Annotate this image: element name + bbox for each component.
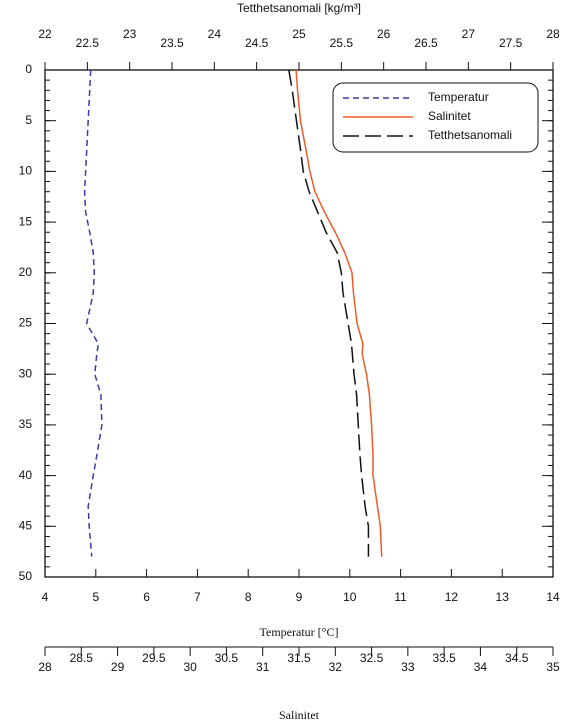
bottom-tick-label: 10 bbox=[343, 590, 357, 604]
bottom-tick-label: 13 bbox=[496, 590, 510, 604]
below-tick-label: 28.5 bbox=[70, 651, 94, 665]
top-tick-label: 28 bbox=[546, 27, 560, 41]
top-axis-title: Tetthetsanomali [kg/m³] bbox=[237, 1, 361, 15]
below-tick-label: 34 bbox=[474, 660, 488, 674]
bottom-axis-title: Temperatur [°C] bbox=[260, 625, 339, 639]
below-tick-label: 33 bbox=[401, 660, 415, 674]
bottom-tick-label: 5 bbox=[92, 590, 99, 604]
y-tick-label: 35 bbox=[19, 417, 33, 431]
below-tick-label: 30.5 bbox=[215, 651, 239, 665]
legend-label: Tetthetsanomali bbox=[428, 128, 512, 142]
top-tick-label: 25.5 bbox=[330, 36, 354, 50]
top-tick-label: 26.5 bbox=[414, 36, 438, 50]
series-line bbox=[83, 69, 103, 557]
top-tick-label: 23.5 bbox=[160, 36, 184, 50]
bottom-tick-label: 6 bbox=[143, 590, 150, 604]
legend-label: Temperatur bbox=[428, 90, 489, 104]
bottom-tick-label: 8 bbox=[245, 590, 252, 604]
below-tick-label: 31 bbox=[256, 660, 270, 674]
below-tick-label: 32.5 bbox=[360, 651, 384, 665]
y-tick-label: 5 bbox=[25, 113, 32, 127]
legend-label: Salinitet bbox=[428, 109, 471, 123]
y-tick-label: 0 bbox=[25, 62, 32, 76]
below-tick-label: 31.5 bbox=[287, 651, 311, 665]
bottom-tick-label: 14 bbox=[546, 590, 560, 604]
below-tick-label: 29 bbox=[111, 660, 125, 674]
top-tick-label: 22 bbox=[38, 27, 52, 41]
below-tick-label: 30 bbox=[183, 660, 197, 674]
y-tick-label: 45 bbox=[19, 518, 33, 532]
below-tick-label: 35 bbox=[546, 660, 560, 674]
top-tick-label: 22.5 bbox=[76, 36, 100, 50]
y-tick-label: 10 bbox=[19, 164, 33, 178]
below-tick-label: 32 bbox=[329, 660, 343, 674]
y-tick-label: 25 bbox=[19, 316, 33, 330]
below-tick-label: 33.5 bbox=[432, 651, 456, 665]
bottom-tick-label: 9 bbox=[296, 590, 303, 604]
y-tick-label: 15 bbox=[19, 214, 33, 228]
bottom-tick-label: 11 bbox=[394, 590, 407, 604]
below-tick-label: 29.5 bbox=[142, 651, 166, 665]
y-tick-label: 40 bbox=[19, 468, 33, 482]
top-tick-label: 25 bbox=[292, 27, 306, 41]
below-axis-title: Salinitet bbox=[279, 708, 320, 722]
bottom-tick-label: 4 bbox=[42, 590, 49, 604]
top-tick-label: 23 bbox=[123, 27, 137, 41]
below-tick-label: 34.5 bbox=[505, 651, 529, 665]
top-tick-label: 26 bbox=[377, 27, 391, 41]
top-tick-label: 24 bbox=[208, 27, 222, 41]
top-tick-label: 27.5 bbox=[499, 36, 523, 50]
y-tick-label: 50 bbox=[19, 569, 33, 583]
series-line bbox=[295, 69, 383, 557]
bottom-tick-label: 7 bbox=[194, 590, 201, 604]
below-tick-label: 28 bbox=[38, 660, 52, 674]
y-tick-label: 30 bbox=[19, 366, 33, 380]
top-tick-label: 27 bbox=[462, 27, 476, 41]
legend-box bbox=[332, 82, 539, 153]
y-tick-label: 20 bbox=[19, 265, 33, 279]
bottom-tick-label: 12 bbox=[445, 590, 459, 604]
series-line bbox=[288, 69, 370, 557]
top-tick-label: 24.5 bbox=[245, 36, 269, 50]
